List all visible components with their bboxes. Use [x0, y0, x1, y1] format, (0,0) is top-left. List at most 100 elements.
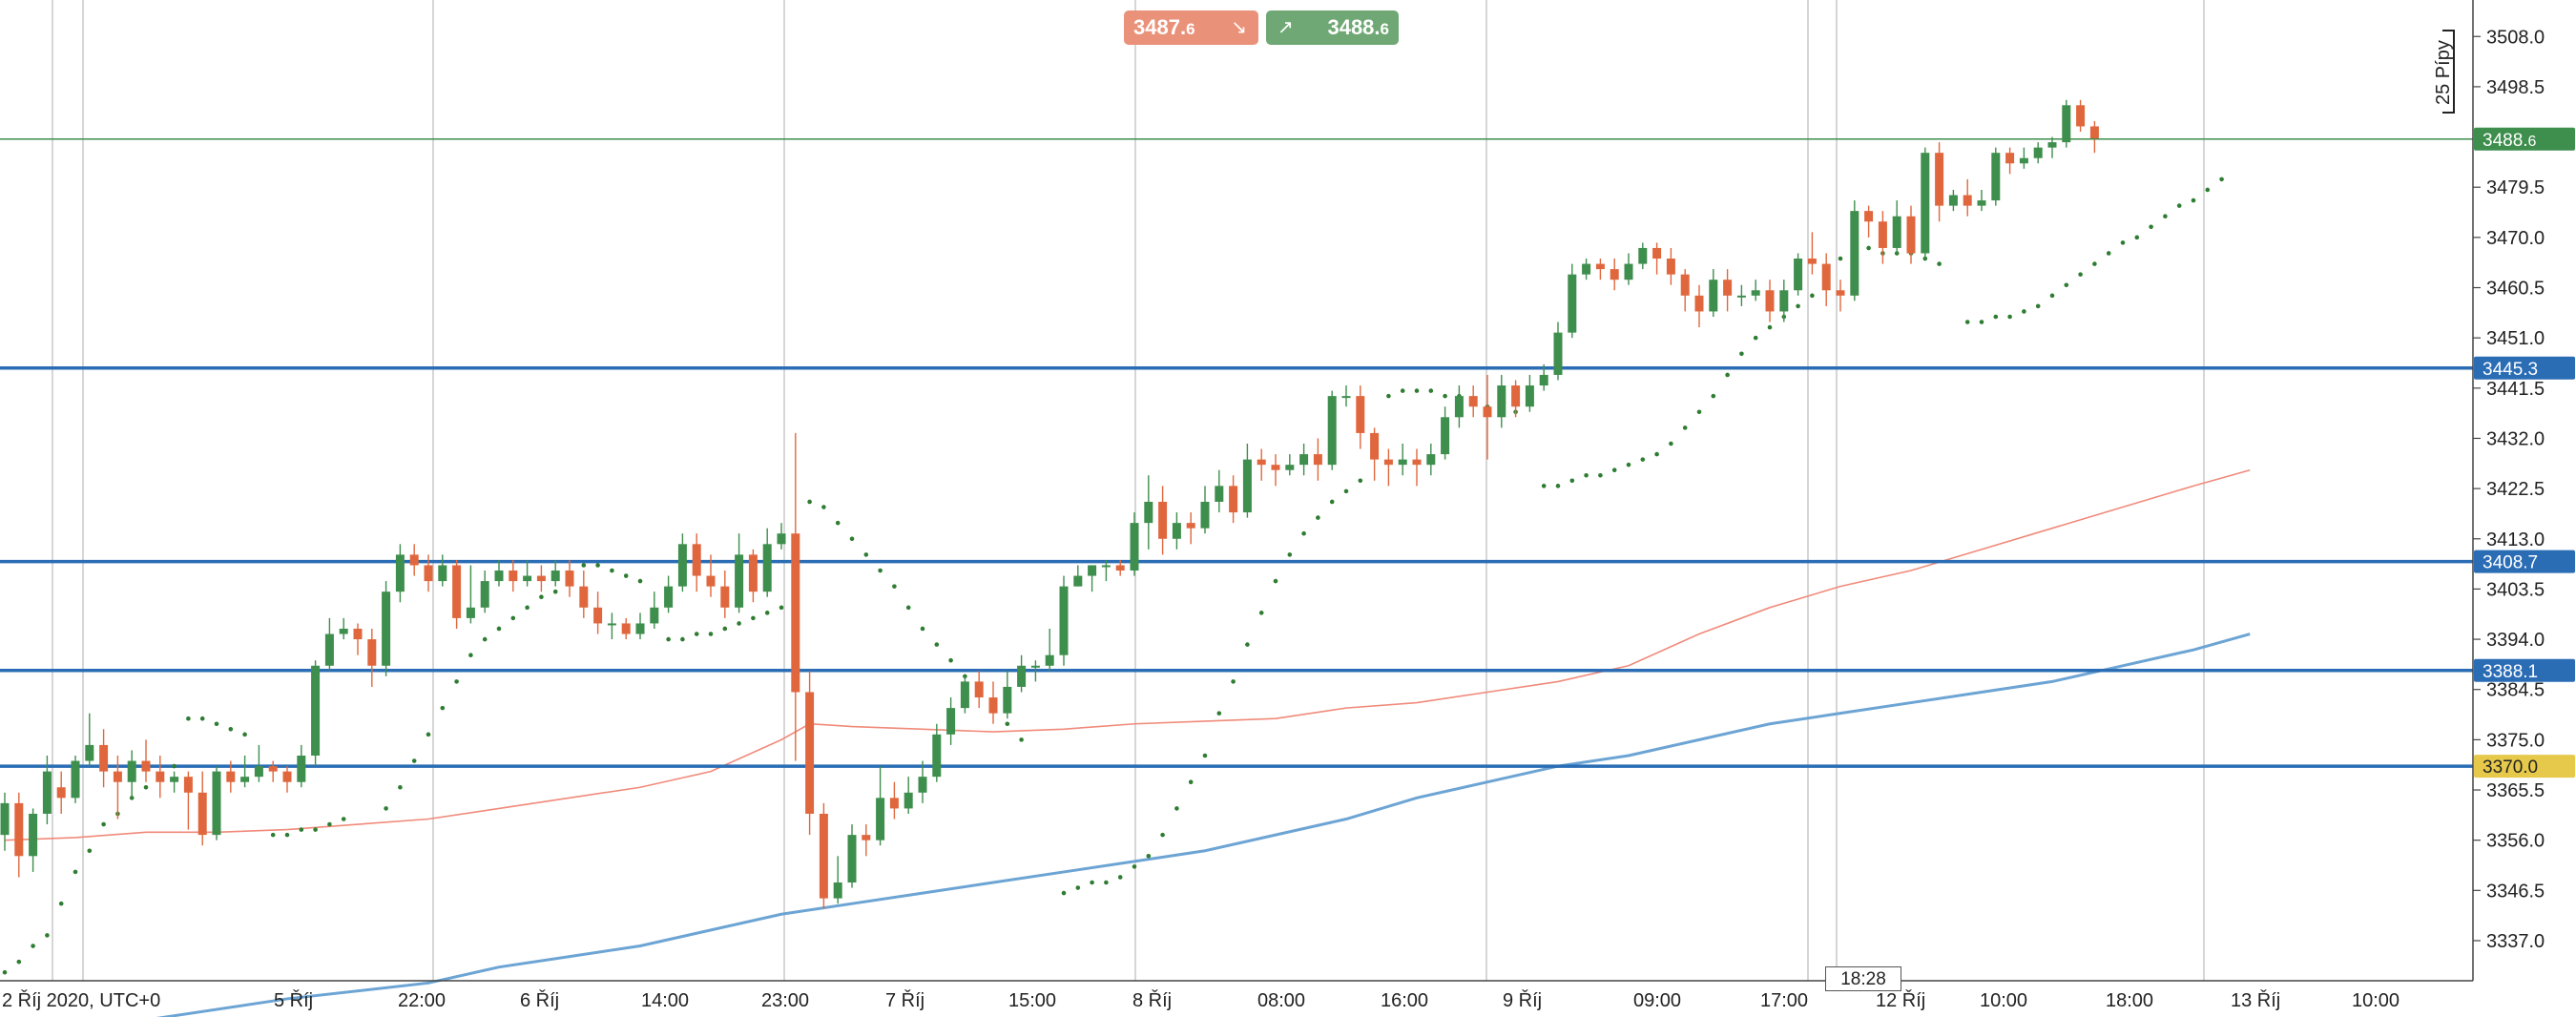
candle	[735, 533, 744, 613]
psar-dot	[1611, 467, 1617, 473]
candle-body	[339, 628, 348, 634]
candle-body	[735, 554, 744, 608]
candle-body	[1794, 259, 1803, 291]
psar-dot	[892, 584, 897, 589]
candle	[438, 554, 447, 587]
psar-dot	[284, 832, 290, 838]
candle-body	[56, 787, 66, 799]
psar-dot	[1696, 409, 1702, 415]
y-tick-label: 3337.0	[2486, 931, 2545, 952]
psar-dot	[623, 573, 629, 578]
candle	[226, 760, 236, 793]
candle-body	[1624, 263, 1633, 280]
candle-body	[141, 760, 151, 772]
psar-dot	[708, 632, 714, 636]
psar-dot	[199, 716, 205, 721]
psar-dot	[694, 632, 699, 636]
current-price-label-bg	[2474, 127, 2575, 151]
candle	[1948, 189, 1958, 212]
candle-body	[1229, 486, 1238, 513]
psar-dot	[426, 732, 431, 737]
candle-body	[593, 607, 603, 624]
candle	[1383, 448, 1393, 487]
psar-dot	[666, 636, 671, 642]
psar-dot	[1796, 303, 1800, 309]
candle	[1709, 269, 1718, 317]
candle-body	[1511, 385, 1521, 407]
candle-body	[988, 697, 998, 714]
candle	[1468, 385, 1478, 418]
candle	[197, 771, 207, 846]
psar-dot	[482, 636, 488, 642]
candle-body	[156, 771, 165, 782]
candle-body	[1257, 459, 1266, 466]
candle	[1652, 242, 1662, 275]
candle	[1030, 660, 1040, 682]
candle-body	[1088, 565, 1097, 576]
candle-body	[1200, 501, 1210, 529]
candle	[14, 792, 24, 878]
candle	[1299, 444, 1309, 476]
candle	[974, 671, 984, 709]
candle-body	[1285, 465, 1295, 470]
x-tick-label: 15:00	[1008, 990, 1056, 1011]
candle	[1821, 253, 1831, 306]
psar-dot	[835, 520, 841, 526]
x-tick-label: 14:00	[641, 990, 689, 1011]
psar-dot	[1598, 472, 1603, 478]
candle-body	[1779, 290, 1789, 312]
y-tick-label: 3508.0	[2486, 27, 2545, 48]
candle	[1977, 189, 1986, 212]
candle	[1568, 263, 1577, 339]
psar-dot	[270, 832, 276, 838]
x-tick-label: 10:00	[1980, 990, 2027, 1011]
psar-dot	[1894, 251, 1900, 256]
candle	[2089, 120, 2099, 154]
buy-button[interactable]: ↗ 3488.6	[1266, 10, 1399, 45]
candle	[1963, 178, 1972, 217]
candle-body	[1299, 454, 1309, 466]
candle-body	[297, 755, 306, 782]
candle-body	[862, 835, 871, 841]
candle-body	[2076, 105, 2086, 127]
psar-dot	[2219, 176, 2224, 182]
candle-body	[523, 575, 532, 582]
x-tick-label: 22:00	[398, 990, 446, 1011]
y-tick-label: 3356.0	[2486, 831, 2545, 852]
psar-dot	[172, 763, 177, 769]
candle	[833, 856, 842, 904]
psar-dot	[1964, 320, 1970, 324]
support-resistance-levels[interactable]	[0, 366, 2473, 768]
y-tick-label: 3413.0	[2486, 529, 2545, 550]
candle-body	[791, 533, 800, 693]
sell-button[interactable]: 3487.6 ↘	[1124, 10, 1258, 45]
candle-body	[2089, 126, 2099, 139]
candle	[2005, 147, 2015, 175]
candle	[1215, 469, 1224, 513]
psar-dot	[1739, 351, 1744, 357]
candle	[141, 739, 151, 782]
x-tick-label: 12 Říj	[1876, 989, 1925, 1011]
candle	[56, 771, 66, 814]
psar-dot	[2134, 235, 2140, 240]
candle-body	[748, 554, 758, 592]
candle-body	[254, 766, 263, 778]
candle-body	[42, 771, 52, 814]
candle	[946, 697, 956, 745]
psar-dot	[1584, 472, 1589, 478]
psar-dot	[186, 716, 191, 721]
psar-dot	[737, 621, 741, 626]
candle-body	[1709, 280, 1718, 312]
level-label-text: 3408.7	[2483, 553, 2538, 573]
candle-body	[382, 592, 391, 666]
candle-body	[170, 777, 179, 782]
candle	[0, 792, 10, 851]
candle-body	[1045, 654, 1054, 666]
candle	[1878, 211, 1887, 264]
candle-body	[635, 623, 645, 634]
candle	[1101, 559, 1111, 582]
psar-dot	[1316, 515, 1320, 520]
candle	[1426, 444, 1436, 476]
psar-dot	[2007, 314, 2012, 320]
